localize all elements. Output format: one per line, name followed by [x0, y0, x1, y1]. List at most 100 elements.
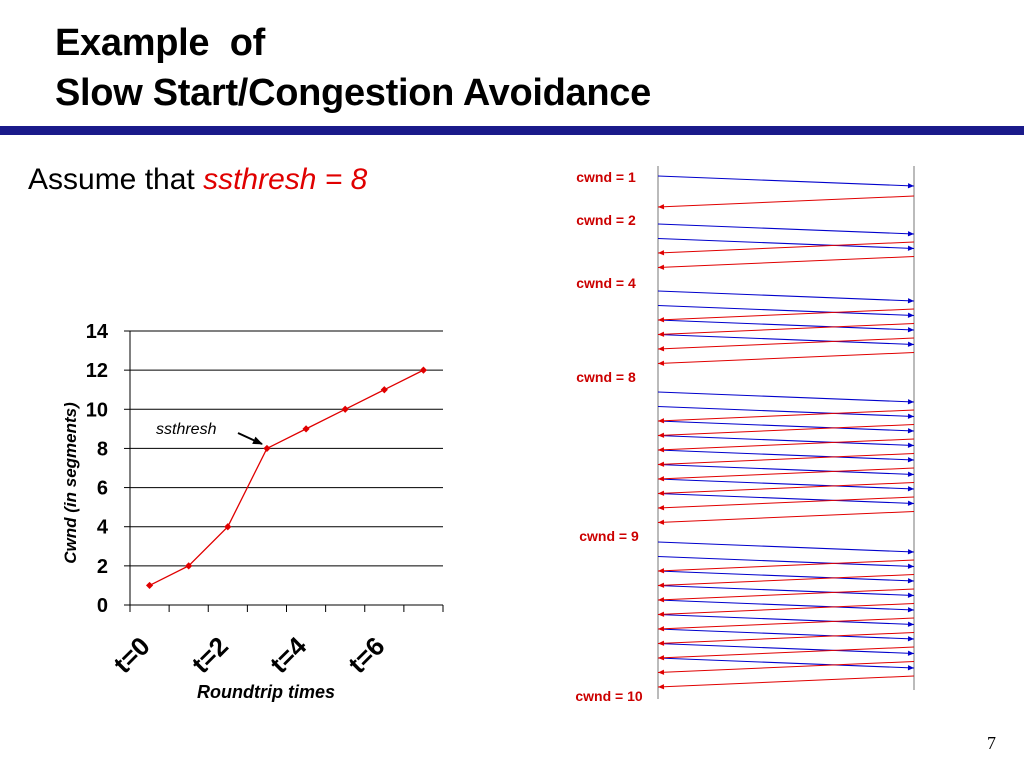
- ack-arrow-head: [658, 447, 665, 453]
- chart-y-tick-label: 14: [86, 321, 109, 343]
- title-line-1: Example of: [55, 22, 265, 64]
- ack-arrow-head: [658, 360, 665, 366]
- data-segment-arrow-head: [907, 665, 914, 671]
- ack-arrow: [657, 409, 915, 422]
- data-segment-arrow: [657, 464, 915, 475]
- ack-arrow-head: [658, 582, 665, 588]
- chart-data-point: [185, 562, 193, 570]
- chart-data-point: [380, 386, 388, 394]
- ack-arrow-head: [658, 640, 665, 646]
- ack-arrow: [657, 241, 915, 254]
- ack-arrow: [657, 617, 915, 630]
- cwnd-round-label: cwnd = 8: [576, 369, 636, 385]
- data-segment-arrow-head: [907, 471, 914, 477]
- data-segment-arrow-head: [907, 245, 914, 251]
- data-segment-arrow-head: [907, 563, 914, 569]
- data-segment-arrow: [657, 319, 915, 331]
- ack-arrow-head: [658, 346, 665, 352]
- ack-arrow: [657, 424, 915, 436]
- data-segment-arrow: [657, 493, 915, 504]
- data-segment-arrow: [657, 643, 915, 654]
- ack-arrow-head: [658, 461, 665, 467]
- ack-arrow: [657, 661, 915, 673]
- data-segment-arrow-head: [907, 312, 914, 318]
- ack-arrow: [657, 308, 915, 321]
- ack-arrow-head: [658, 250, 665, 256]
- ack-arrow: [657, 323, 915, 335]
- data-segment-arrow-head: [907, 607, 914, 613]
- chart-data-point: [224, 523, 232, 531]
- chart-y-tick-label: 8: [97, 438, 108, 460]
- ack-arrow-head: [658, 684, 665, 690]
- ack-arrow-head: [658, 519, 665, 525]
- data-segment-arrow-head: [907, 578, 914, 584]
- chart-y-axis-label: Cwnd (in segments): [61, 402, 80, 564]
- ack-arrow: [657, 453, 915, 465]
- ack-arrow: [657, 603, 915, 615]
- ack-arrow: [657, 195, 915, 208]
- chart-y-tick-label: 12: [86, 360, 108, 382]
- data-segment-arrow-head: [907, 457, 914, 463]
- chart-x-axis-label: Roundtrip times: [197, 682, 335, 702]
- data-segment-arrow: [657, 599, 915, 611]
- data-segment-arrow-head: [907, 592, 914, 598]
- chart-data-point: [145, 581, 154, 590]
- cwnd-round-label: cwnd = 10: [575, 688, 643, 704]
- ack-arrow: [657, 438, 915, 451]
- ack-arrow: [657, 496, 915, 509]
- ack-arrow: [657, 588, 915, 601]
- ack-arrow-head: [658, 611, 665, 617]
- data-segment-arrow-head: [907, 442, 914, 448]
- data-segment-arrow: [657, 541, 915, 553]
- ssthresh-annotation: ssthresh: [156, 421, 217, 438]
- ack-arrow-head: [658, 264, 665, 270]
- cwnd-round-label: cwnd = 4: [576, 275, 636, 291]
- ack-arrow: [657, 337, 915, 350]
- ack-arrow: [657, 632, 915, 644]
- ack-arrow-head: [658, 331, 665, 337]
- chart-y-tick-label: 6: [97, 478, 108, 500]
- chart-data-point: [419, 366, 428, 374]
- assumption-highlight: ssthresh = 8: [203, 163, 368, 196]
- ack-arrow: [657, 256, 915, 268]
- data-segment-arrow-head: [907, 413, 914, 419]
- assumption-text: Assume that ssthresh = 8: [28, 163, 367, 197]
- data-segment-arrow-head: [907, 621, 914, 627]
- data-segment-arrow: [657, 657, 915, 669]
- data-segment-arrow-head: [907, 231, 914, 237]
- ack-arrow: [657, 352, 915, 364]
- ack-arrow-head: [658, 568, 665, 574]
- ack-arrow: [657, 482, 915, 494]
- ack-arrow-head: [658, 655, 665, 661]
- ack-arrow: [657, 511, 915, 523]
- ack-arrow: [657, 646, 915, 659]
- data-segment-arrow: [657, 406, 915, 417]
- data-segment-arrow: [657, 570, 915, 582]
- ack-arrow-head: [658, 597, 665, 603]
- data-segment-arrow: [657, 614, 915, 625]
- ack-arrow-head: [658, 317, 665, 323]
- data-segment-arrow-head: [907, 636, 914, 642]
- data-segment-arrow: [657, 420, 915, 432]
- data-segment-arrow-head: [907, 183, 914, 189]
- data-segment-arrow: [657, 435, 915, 446]
- data-segment-arrow-head: [907, 486, 914, 492]
- data-segment-arrow: [657, 334, 915, 345]
- data-segment-arrow-head: [907, 428, 914, 434]
- chart-series-line: [149, 369, 424, 587]
- data-segment-arrow-head: [907, 327, 914, 333]
- data-segment-arrow: [657, 478, 915, 490]
- data-segment-arrow-head: [907, 341, 914, 347]
- data-segment-arrow: [657, 175, 915, 187]
- ssthresh-annotation-arrow: [237, 432, 263, 445]
- data-segment-arrow-head: [907, 549, 914, 555]
- ack-arrow-head: [658, 490, 665, 496]
- title-line-2: Slow Start/Congestion Avoidance: [55, 72, 651, 114]
- ack-arrow-head: [658, 432, 665, 438]
- slide-title: Example of Slow Start/Congestion Avoidan…: [55, 18, 651, 118]
- ack-arrow-head: [658, 626, 665, 632]
- cwnd-round-label: cwnd = 2: [576, 212, 636, 228]
- ack-arrow: [657, 574, 915, 586]
